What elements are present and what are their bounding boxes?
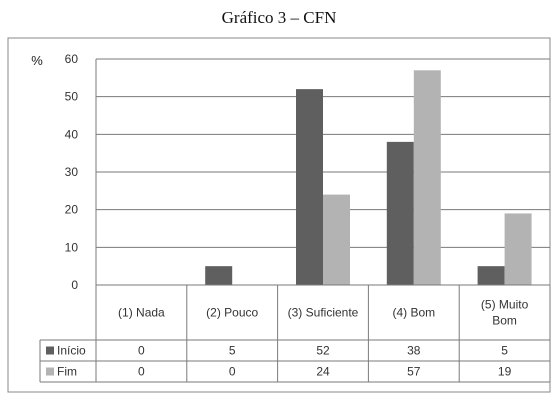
data-label: 0 — [229, 365, 236, 379]
y-tick-label: 30 — [65, 165, 79, 179]
data-label: 52 — [316, 344, 330, 358]
data-label: 5 — [229, 344, 236, 358]
y-tick-label: 0 — [71, 278, 78, 292]
bars — [205, 70, 532, 285]
category-label: Bom — [492, 314, 517, 328]
y-tick-labels: 0 10 20 30 40 50 60 — [65, 52, 79, 292]
legend-key — [46, 367, 54, 376]
bar-inicio-2 — [205, 266, 233, 285]
series-name: Início — [57, 344, 86, 358]
bar-inicio-3 — [296, 89, 323, 285]
category-label: (2) Pouco — [206, 306, 258, 320]
category-label: (4) Bom — [392, 306, 435, 320]
category-label: (5) Muito — [481, 298, 529, 312]
data-label: 0 — [138, 365, 145, 379]
chart-frame — [7, 37, 551, 393]
bar-inicio-4 — [386, 141, 414, 285]
data-label: 38 — [407, 344, 421, 358]
y-tick-label: 40 — [65, 127, 79, 141]
y-tick-label: 50 — [65, 90, 79, 104]
series-name: Fim — [57, 365, 77, 379]
data-label: 5 — [501, 344, 508, 358]
bar-fim-4 — [413, 70, 441, 285]
data-label: 24 — [316, 365, 330, 379]
data-label: 0 — [138, 344, 145, 358]
bar-inicio-5 — [477, 266, 505, 285]
category-label: (1) Nada — [118, 306, 165, 320]
y-axis-label: % — [31, 53, 43, 68]
chart-title: Gráfico 3 – CFN — [221, 8, 337, 27]
legend-key — [46, 346, 54, 355]
data-table: (1) Nada (2) Pouco (3) Suficiente (4) Bom (5… — [39, 284, 551, 383]
y-tick-label: 10 — [65, 240, 79, 254]
bar-fim-5 — [504, 213, 532, 285]
y-tick-label: 20 — [65, 203, 79, 217]
category-label: (3) Suficiente — [288, 306, 359, 320]
data-label: 57 — [407, 365, 421, 379]
data-label: 19 — [498, 365, 512, 379]
y-tick-label: 60 — [65, 52, 79, 66]
bar-fim-3 — [323, 194, 350, 285]
